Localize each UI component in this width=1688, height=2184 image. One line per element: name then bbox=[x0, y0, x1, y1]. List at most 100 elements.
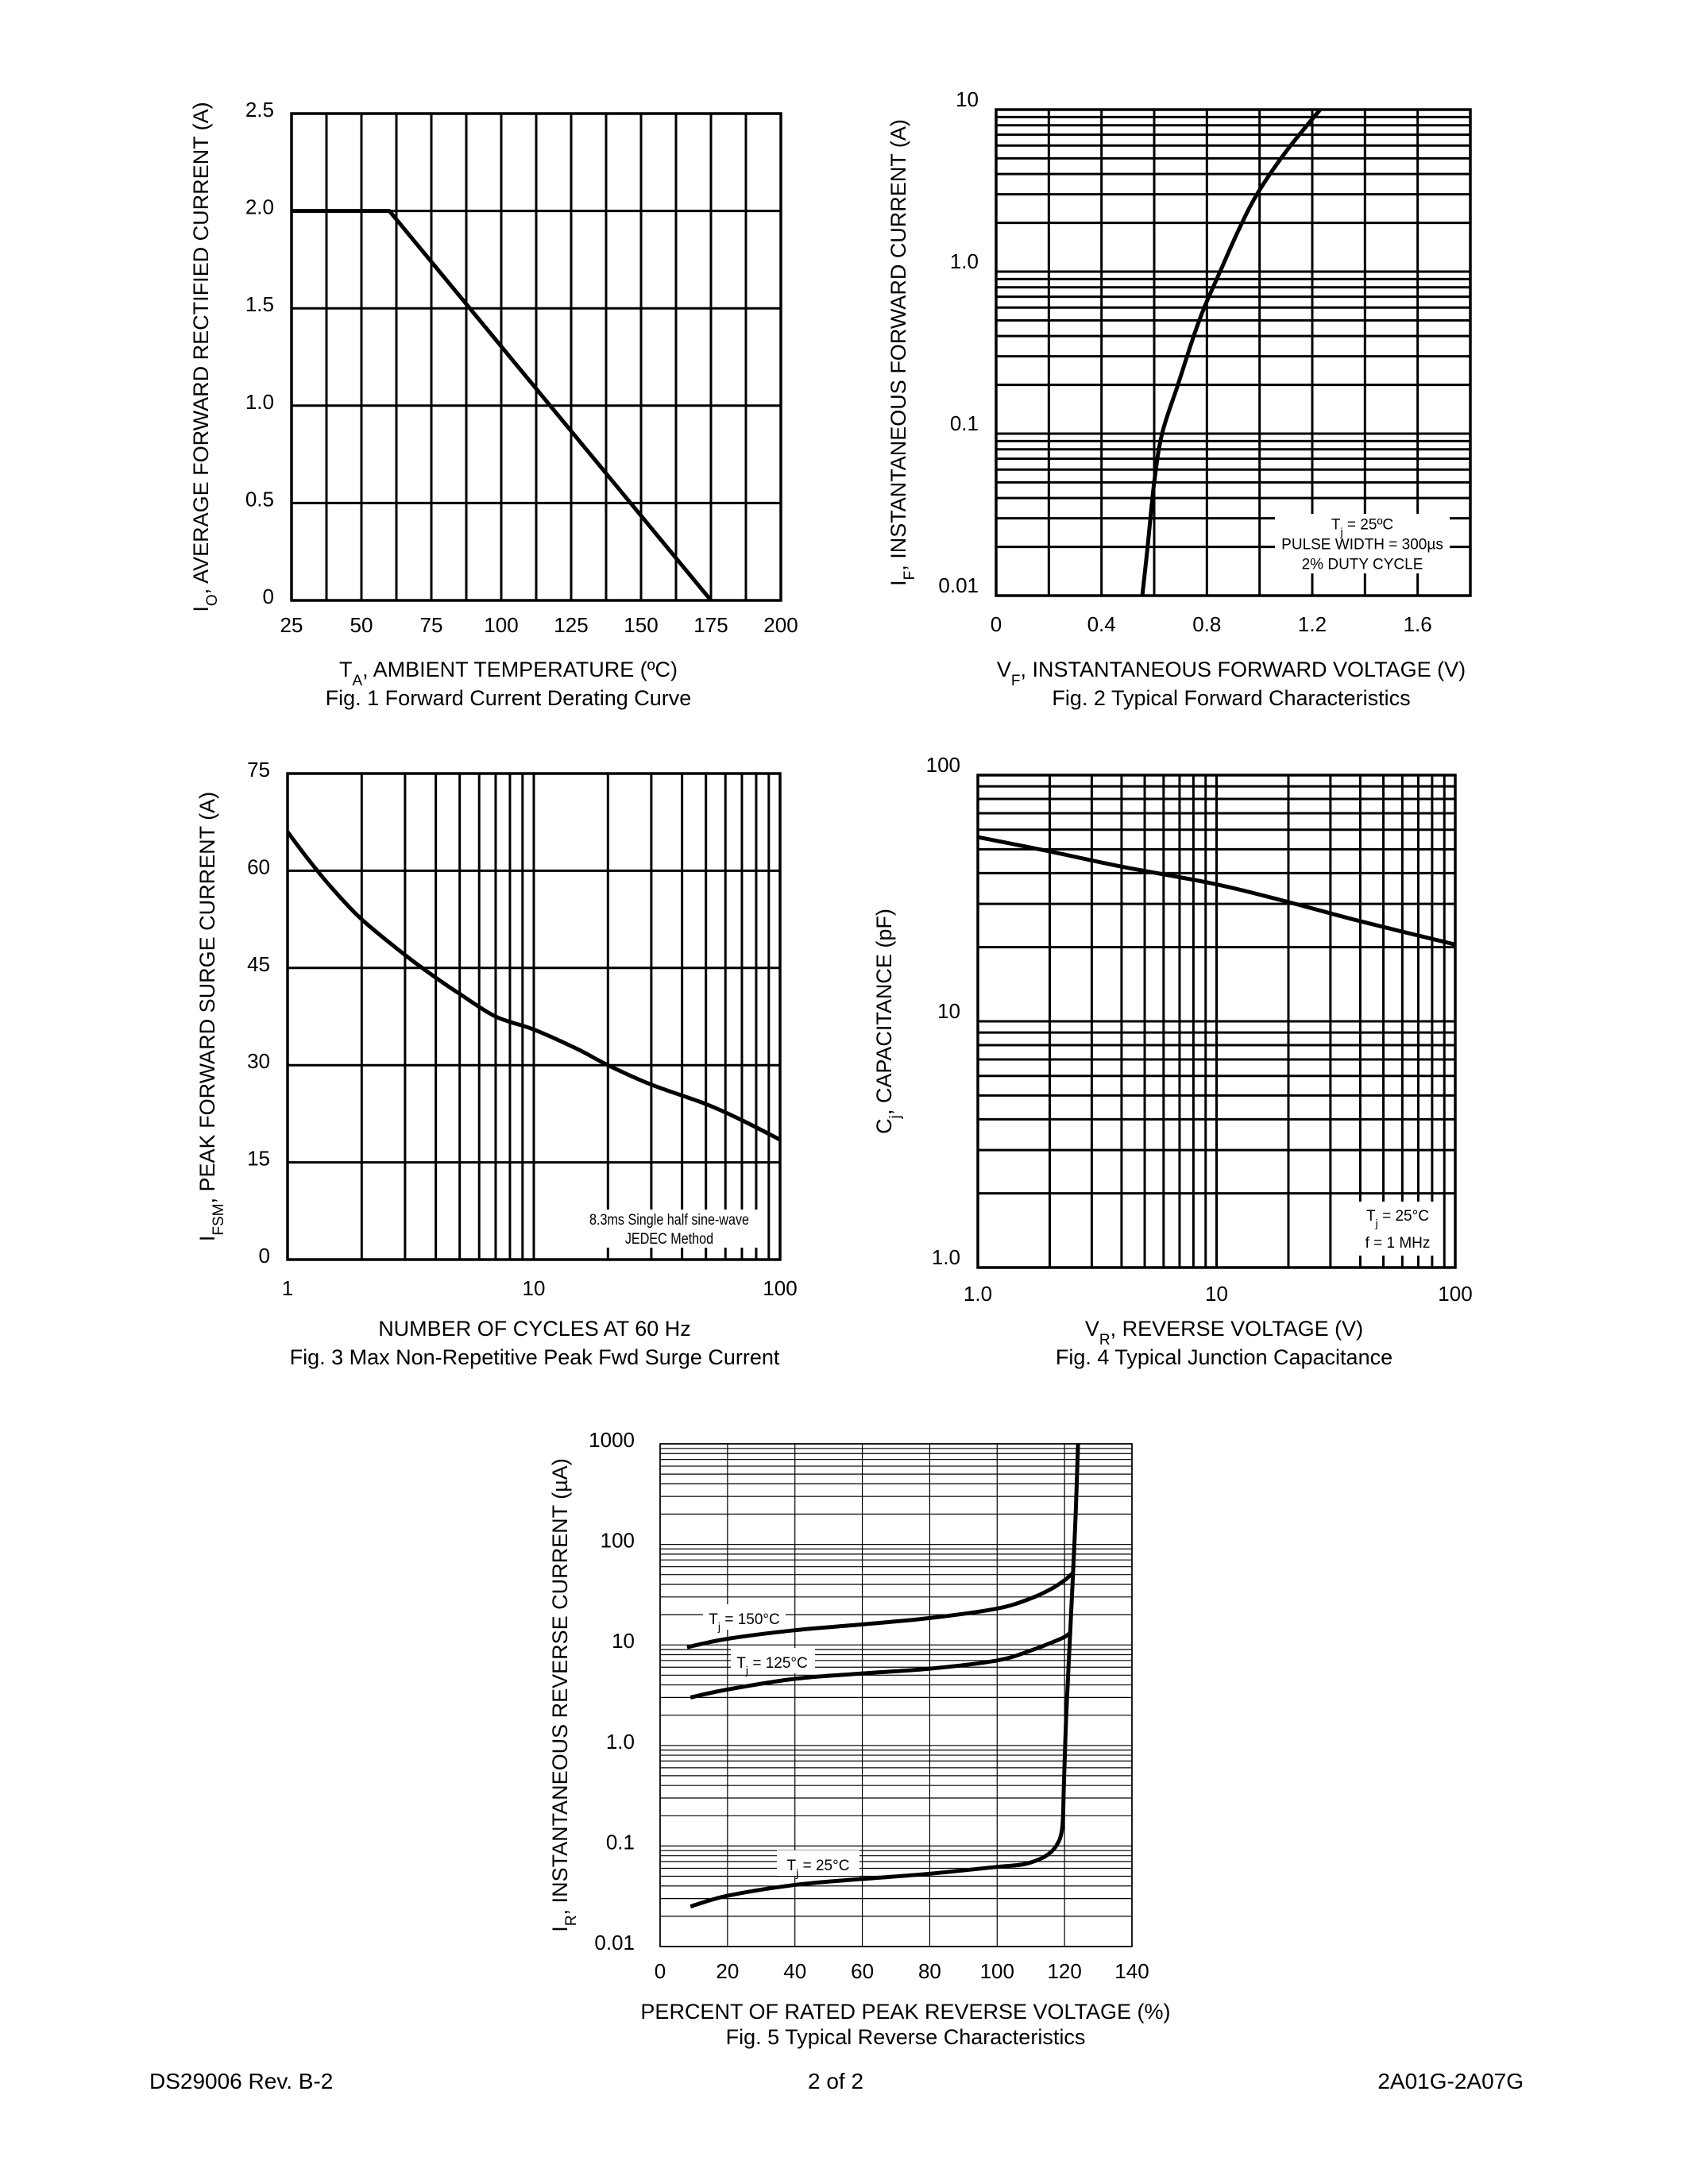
series-label: Tj = 150°C bbox=[709, 1611, 779, 1634]
label-subscript: F bbox=[1011, 673, 1021, 689]
figure-5: Tj = 150°C Tj = 125°C Tj = 25°C 0 20 40 60 80 10… bbox=[548, 1428, 1171, 2049]
figure-caption: Fig. 5 Typical Reverse Characteristics bbox=[726, 2025, 1086, 2049]
y-axis-title: IO, AVERAGE FORWARD RECTIFIED CURRENT (A… bbox=[189, 102, 221, 612]
x-tick-label: 150 bbox=[624, 613, 658, 637]
x-tick-label: 100 bbox=[1438, 1282, 1472, 1306]
y-tick-label: 2.0 bbox=[245, 195, 274, 219]
legend-text: 8.3ms Single half sine-wave bbox=[589, 1211, 749, 1229]
label-rest: , PEAK FORWARD SURGE CURRENT (A) bbox=[195, 792, 219, 1204]
gridlines bbox=[290, 112, 782, 602]
series-label-box bbox=[777, 1850, 859, 1876]
x-tick-label: 175 bbox=[693, 613, 728, 637]
x-axis-title: TA, AMBIENT TEMPERATURE (ºC) bbox=[339, 658, 678, 689]
x-tick-label: 1.0 bbox=[964, 1282, 992, 1306]
x-tick-label: 125 bbox=[554, 613, 588, 637]
y-tick-label: 0.1 bbox=[950, 411, 979, 435]
y-tick-label: 10 bbox=[956, 87, 979, 111]
x-tick-label: 60 bbox=[851, 1959, 874, 1983]
label-main: V bbox=[997, 658, 1011, 681]
plot-frame bbox=[976, 774, 1457, 1269]
series-label: Tj = 125°C bbox=[736, 1655, 807, 1677]
x-tick-label: 10 bbox=[1205, 1282, 1228, 1306]
plot-frame bbox=[290, 112, 782, 602]
y-tick-label: 45 bbox=[247, 952, 270, 976]
x-tick-label: 120 bbox=[1047, 1959, 1081, 1983]
data-curve-1 bbox=[686, 1571, 1075, 1650]
label-main: C bbox=[872, 1118, 896, 1134]
series-label-box bbox=[731, 1648, 815, 1673]
x-axis-title: NUMBER OF CYCLES AT 60 Hz bbox=[378, 1317, 691, 1341]
x-tick-label: 75 bbox=[420, 613, 443, 637]
label-subscript: FSM bbox=[211, 1203, 227, 1235]
x-tick-label: 25 bbox=[280, 613, 303, 637]
label-main: NUMBER OF CYCLES AT 60 Hz bbox=[378, 1317, 691, 1341]
figure-4: Tj = 25°C f = 1 MHz 1.0 10 100 1.0 10 100 VR, RE… bbox=[872, 753, 1473, 1369]
x-tick-label: 100 bbox=[763, 1276, 797, 1300]
x-tick-label: 40 bbox=[783, 1959, 806, 1983]
y-axis-title: IF, INSTANTANEOUS FORWARD CURRENT (A) bbox=[886, 119, 918, 586]
label-main: I bbox=[195, 1236, 219, 1242]
legend-box bbox=[572, 1210, 767, 1248]
label-main: I bbox=[189, 606, 213, 612]
y-axis-title: IR, INSTANTANEOUS REVERSE CURRENT (µA) bbox=[548, 1458, 580, 1931]
label-rest: , AVERAGE FORWARD RECTIFIED CURRENT (A) bbox=[189, 102, 213, 594]
label-main: V bbox=[1085, 1317, 1099, 1341]
x-axis-title: PERCENT OF RATED PEAK REVERSE VOLTAGE (%… bbox=[640, 2000, 1170, 2024]
legend-text: Tj = 25°C bbox=[1366, 1208, 1429, 1230]
y-tick-label: 1000 bbox=[589, 1428, 635, 1452]
label-subscript: j bbox=[887, 1115, 904, 1119]
data-curve-3 bbox=[689, 1443, 1080, 1909]
label-subscript: O bbox=[204, 594, 221, 606]
gridlines bbox=[976, 774, 1457, 1269]
legend-text: JEDEC Method bbox=[625, 1230, 713, 1248]
y-tick-label: 60 bbox=[247, 855, 270, 878]
x-tick-label: 200 bbox=[763, 613, 798, 637]
x-tick-label: 0 bbox=[655, 1959, 666, 1983]
y-tick-label: 0.5 bbox=[245, 487, 274, 511]
y-axis-title: IFSM, PEAK FORWARD SURGE CURRENT (A) bbox=[195, 792, 227, 1241]
x-tick-label: 100 bbox=[484, 613, 518, 637]
y-tick-label: 1.0 bbox=[245, 390, 274, 414]
figure-caption: Fig. 3 Max Non-Repetitive Peak Fwd Surge… bbox=[290, 1345, 780, 1369]
y-tick-label: 10 bbox=[612, 1629, 635, 1653]
label-main: I bbox=[886, 580, 910, 586]
y-tick-label: 0.01 bbox=[938, 573, 979, 597]
y-tick-label: 0.1 bbox=[606, 1830, 635, 1854]
y-tick-label: 1.0 bbox=[932, 1245, 960, 1269]
label-rest: , REVERSE VOLTAGE (V) bbox=[1111, 1317, 1364, 1341]
x-tick-label: 10 bbox=[523, 1276, 546, 1300]
label-subscript: A bbox=[352, 673, 362, 689]
data-curve-1 bbox=[977, 835, 1456, 947]
series-label-box bbox=[703, 1604, 786, 1630]
x-axis-title: VR, REVERSE VOLTAGE (V) bbox=[1085, 1317, 1363, 1349]
label-subscript: F bbox=[902, 571, 918, 581]
label-subscript: R bbox=[1099, 1332, 1111, 1349]
footer-page-number: 2 of 2 bbox=[808, 2069, 863, 2093]
y-axis-title: Cj, CAPACITANCE (pF) bbox=[872, 909, 904, 1134]
y-tick-label: 0 bbox=[263, 585, 274, 608]
figure-1: 25 50 75 100 125 150 175 200 0 0.5 1.0 1.5 2.0 2.5 TA,… bbox=[189, 98, 798, 710]
x-tick-label: 0 bbox=[991, 612, 1002, 636]
x-axis-title: VF, INSTANTANEOUS FORWARD VOLTAGE (V) bbox=[997, 658, 1466, 689]
plot-frame bbox=[286, 772, 782, 1261]
x-tick-label: 0.8 bbox=[1192, 612, 1221, 636]
legend-box bbox=[1356, 1202, 1439, 1256]
legend-text: f = 1 MHz bbox=[1365, 1235, 1431, 1252]
footer-doc-number: DS29006 Rev. B-2 bbox=[149, 2069, 333, 2093]
label-main: T bbox=[339, 658, 353, 681]
x-tick-label: 140 bbox=[1114, 1959, 1149, 1983]
x-tick-label: 20 bbox=[716, 1959, 739, 1983]
charts: 25 50 75 100 125 150 175 20000.51.01.52.02.5TA,… bbox=[189, 87, 1473, 2049]
data-curve-1 bbox=[1140, 108, 1322, 596]
label-subscript: R bbox=[563, 1915, 580, 1926]
y-tick-label: 100 bbox=[926, 753, 960, 777]
label-rest: , CAPACITANCE (pF) bbox=[872, 909, 896, 1115]
y-tick-label: 30 bbox=[247, 1049, 270, 1073]
y-tick-label: 1.0 bbox=[606, 1730, 635, 1754]
data-curve-1 bbox=[286, 830, 782, 1142]
gridlines bbox=[659, 1443, 1133, 1947]
x-tick-label: 1 bbox=[282, 1276, 293, 1300]
